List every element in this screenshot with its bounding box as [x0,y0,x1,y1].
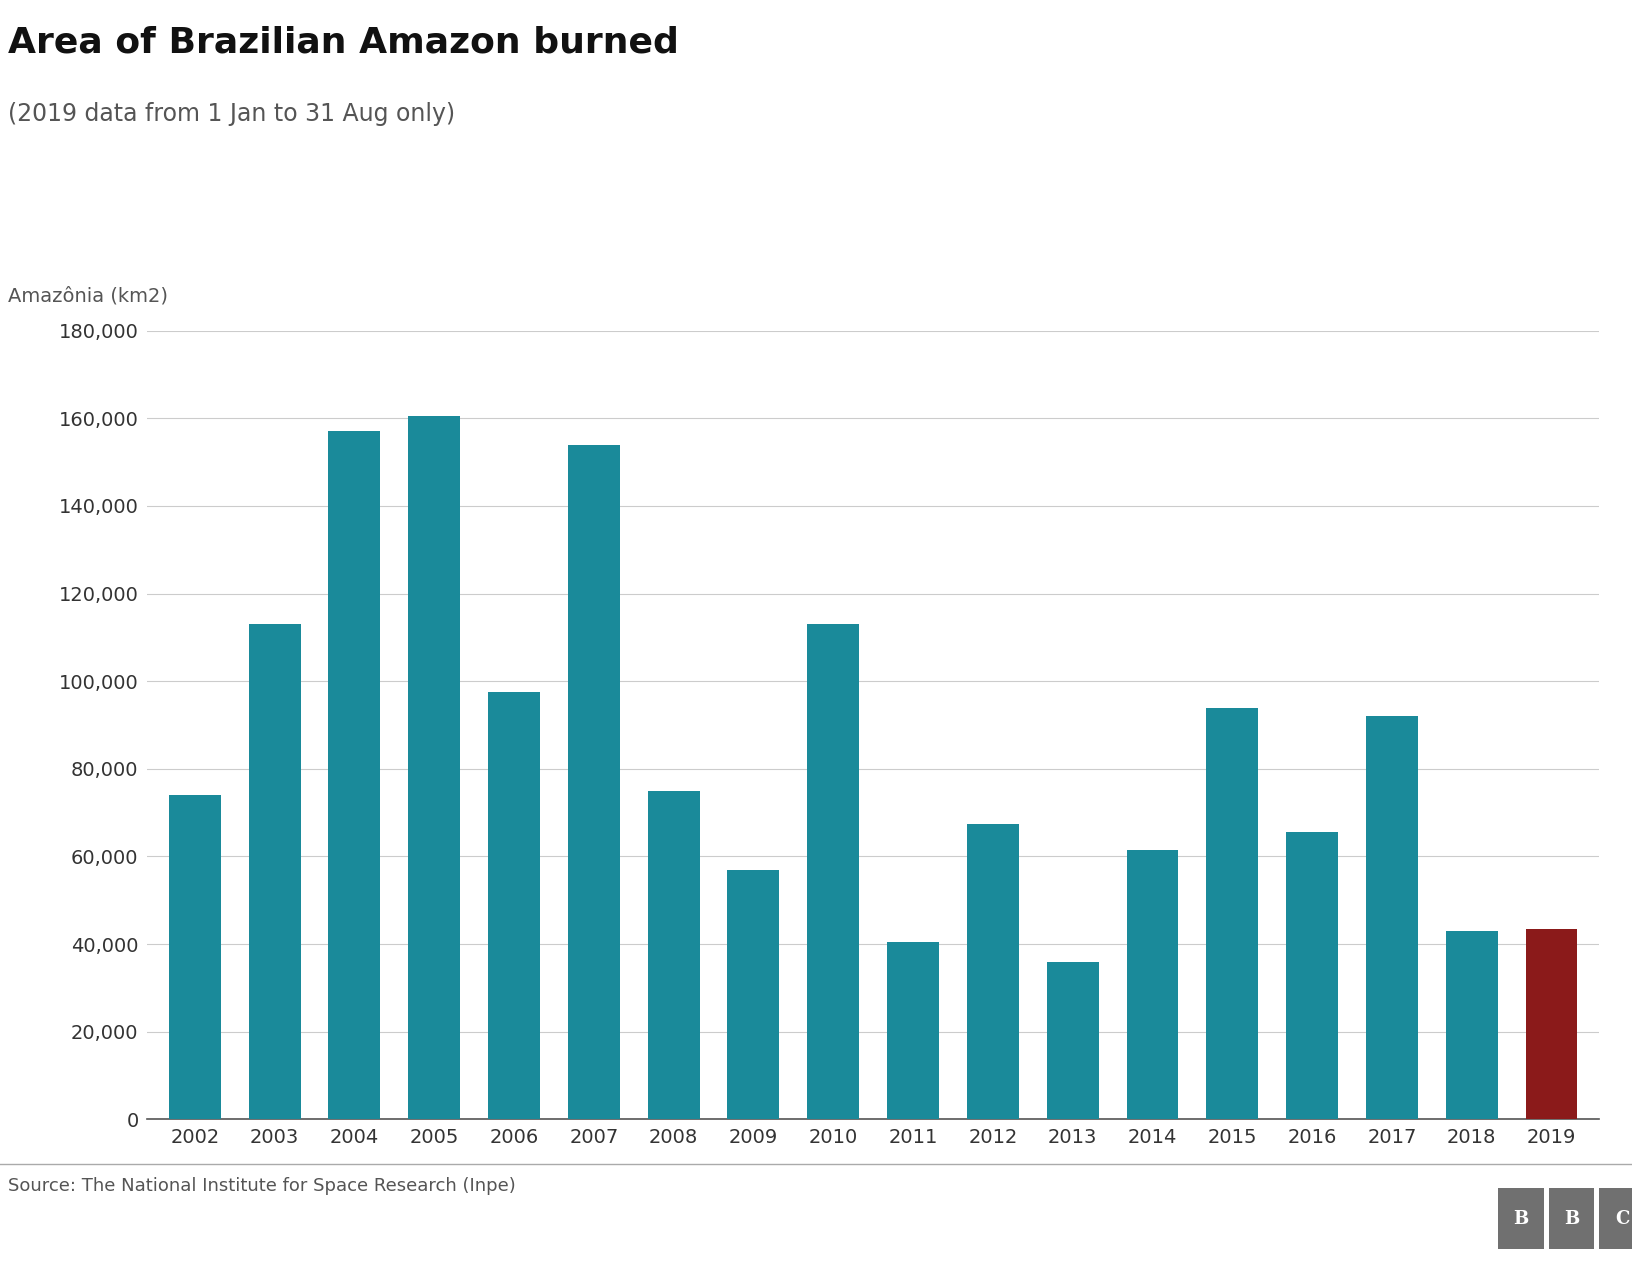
Bar [1046,962,1098,1119]
Bar [1286,832,1338,1119]
Bar [328,431,380,1119]
Bar [1366,716,1418,1119]
Bar [888,941,938,1119]
Bar [1446,931,1498,1119]
Bar [648,791,700,1119]
Bar [488,692,540,1119]
Text: Amazônia (km2): Amazônia (km2) [8,286,168,305]
Bar [966,824,1018,1119]
Bar [808,625,858,1119]
Bar [1206,707,1258,1119]
Text: B: B [1513,1210,1529,1227]
Text: Area of Brazilian Amazon burned: Area of Brazilian Amazon burned [8,25,679,60]
Bar [1526,929,1578,1119]
Text: (2019 data from 1 Jan to 31 Aug only): (2019 data from 1 Jan to 31 Aug only) [8,102,455,126]
Bar [1126,850,1178,1119]
Bar [728,870,780,1119]
Bar [168,795,220,1119]
Bar [408,416,460,1119]
Bar [248,625,300,1119]
Text: C: C [1616,1210,1629,1227]
Text: Source: The National Institute for Space Research (Inpe): Source: The National Institute for Space… [8,1177,516,1194]
Text: B: B [1563,1210,1580,1227]
Bar [568,445,620,1119]
